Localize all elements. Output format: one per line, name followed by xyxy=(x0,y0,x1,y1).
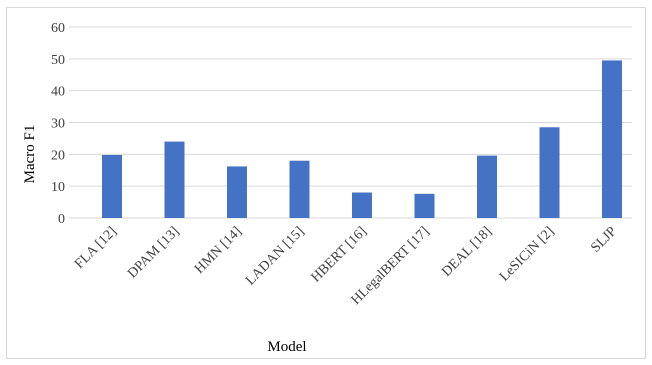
x-tick-labels: FLA [12] DPAM [13] HMN [14]LADAN [15] HBERT… xyxy=(72,224,620,308)
gridlines xyxy=(69,26,632,219)
x-tick-label: SLJP xyxy=(588,224,620,256)
bar xyxy=(289,160,310,218)
bar xyxy=(164,141,185,218)
y-tick-label: 50 xyxy=(51,53,65,68)
x-tick-label: DEAL [18] xyxy=(439,224,495,280)
y-tick-label: 0 xyxy=(58,212,65,227)
bars xyxy=(102,60,622,218)
bar xyxy=(102,154,122,218)
x-tick-label: HBERT [16] xyxy=(309,224,370,285)
bar xyxy=(539,127,560,218)
bar xyxy=(352,192,372,218)
x-tick-label: FLA [12] xyxy=(72,224,120,272)
y-tick-label: 30 xyxy=(51,117,65,132)
y-tick-label: 60 xyxy=(51,21,65,36)
y-tick-label: 10 xyxy=(51,180,65,195)
chart-area: 0 10 20 30 40 50 60 FLA [12] DPAM [13] HMN [14] L… xyxy=(6,7,646,359)
x-tick-label: LeSICiN [2] xyxy=(497,224,557,284)
bar xyxy=(227,166,247,218)
y-axis-title: Macro F1 xyxy=(22,125,38,184)
x-tick-label: DPAM [13] xyxy=(125,224,182,281)
y-tick-labels: 0 10 20 30 40 50 60 xyxy=(51,21,65,227)
x-tick-label: LADAN [15] xyxy=(243,224,307,288)
x-tick-label: HMN [14] xyxy=(192,224,245,277)
bar xyxy=(602,60,622,218)
x-axis-title: Model xyxy=(267,339,306,355)
y-tick-label: 40 xyxy=(51,85,65,100)
y-tick-label: 20 xyxy=(51,148,65,163)
bar xyxy=(414,193,435,218)
bar xyxy=(477,155,497,218)
